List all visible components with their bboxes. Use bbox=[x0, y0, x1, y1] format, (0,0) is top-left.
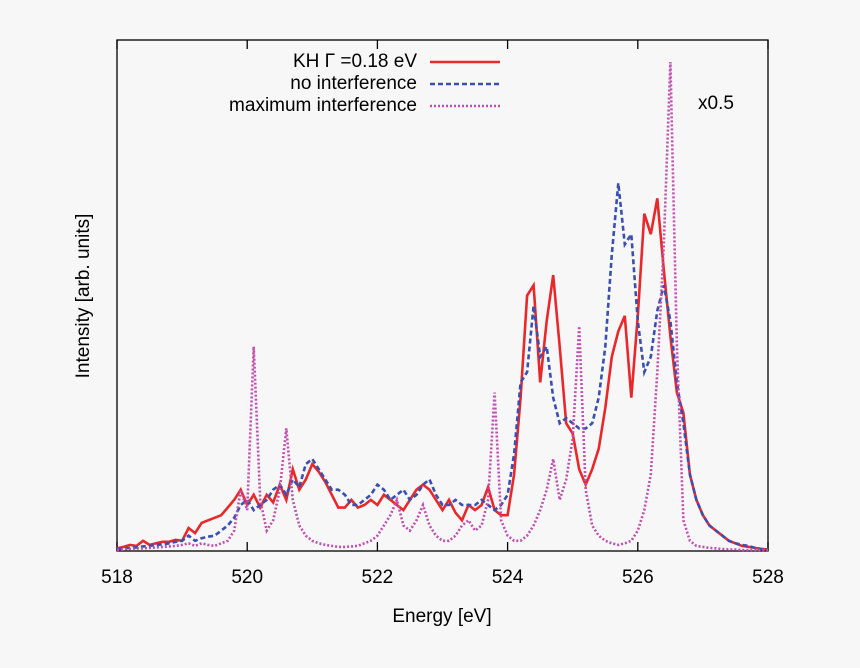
annotation: x0.5 bbox=[698, 93, 734, 114]
x-axis-label: Energy [eV] bbox=[392, 606, 491, 627]
plot-frame bbox=[116, 39, 769, 552]
legend-label: maximum interference bbox=[229, 95, 417, 116]
x-tick-label: 522 bbox=[362, 567, 394, 588]
series-line bbox=[116, 61, 768, 552]
y-axis-label: Intensity [arb. units] bbox=[73, 214, 94, 379]
x-tick-label: 520 bbox=[231, 567, 263, 588]
x-tick-label: 528 bbox=[752, 567, 784, 588]
x-tick-label: 526 bbox=[622, 567, 654, 588]
series-line bbox=[116, 182, 769, 551]
x-tick-label: 518 bbox=[101, 567, 133, 588]
legend-label: no interference bbox=[290, 73, 417, 94]
x-tick-label: 524 bbox=[492, 567, 524, 588]
series-line bbox=[116, 198, 769, 551]
legend-label: KH Γ =0.18 eV bbox=[293, 51, 417, 72]
